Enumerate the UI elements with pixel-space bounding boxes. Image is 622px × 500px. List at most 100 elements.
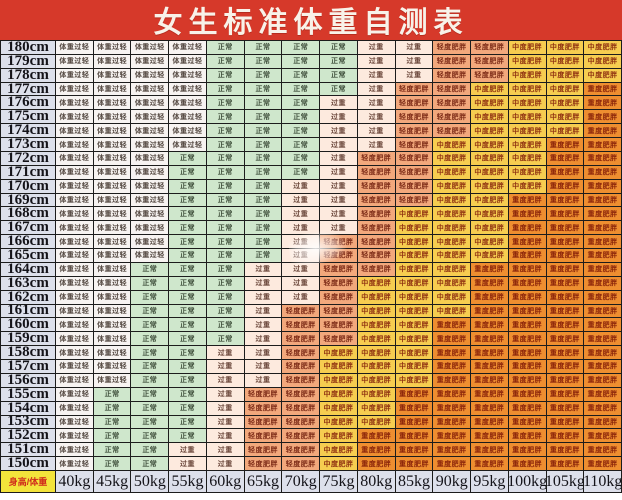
weight-cell: 重度肥胖 [546, 165, 585, 180]
weight-cell: 中度肥胖 [471, 82, 509, 97]
weight-cell: 轻度肥胖 [357, 235, 396, 250]
weight-cell: 过重 [320, 207, 358, 222]
weight-cell: 正常 [206, 276, 245, 291]
height-label: 175cm [1, 110, 56, 125]
weight-cell: 体重过轻 [93, 193, 132, 208]
weight-cell: 过重 [395, 41, 434, 55]
weight-cell: 体重过轻 [56, 443, 94, 458]
weight-cell: 重度肥胖 [546, 207, 585, 222]
weight-cell: 体重过轻 [56, 124, 94, 139]
weight-cell: 过重 [357, 68, 396, 83]
weight-cell: 轻度肥胖 [433, 96, 472, 111]
weight-cell: 过重 [395, 54, 434, 69]
weight-cell: 中度肥胖 [546, 110, 585, 125]
weight-label: 105kg [546, 471, 585, 493]
weight-cell: 过重 [206, 360, 245, 374]
weight-cell: 正常 [206, 138, 245, 152]
weight-cell: 轻度肥胖 [395, 151, 434, 166]
weight-cell: 正常 [206, 124, 245, 139]
weight-cell: 重度肥胖 [508, 429, 547, 444]
weight-cell: 重度肥胖 [508, 415, 547, 430]
weight-cell: 中度肥胖 [395, 276, 434, 291]
weight-cell: 过重 [244, 290, 283, 305]
weight-cell: 中度肥胖 [584, 54, 622, 69]
weight-cell: 中度肥胖 [357, 346, 396, 361]
weight-cell: 过重 [320, 138, 358, 152]
weight-cell: 重度肥胖 [584, 235, 622, 250]
weight-cell: 重度肥胖 [546, 290, 585, 305]
weight-cell: 正常 [131, 429, 170, 444]
height-label: 176cm [1, 96, 56, 111]
weight-cell: 轻度肥胖 [244, 387, 283, 402]
weight-cell: 重度肥胖 [546, 276, 585, 291]
weight-cell: 中度肥胖 [357, 276, 396, 291]
weight-cell: 轻度肥胖 [320, 249, 358, 263]
weight-cell: 重度肥胖 [584, 346, 622, 361]
weight-cell: 体重过轻 [93, 151, 132, 166]
weight-label: 95kg [471, 471, 509, 493]
weight-cell: 过重 [282, 221, 321, 236]
weight-cell: 轻度肥胖 [357, 249, 396, 263]
weight-cell: 正常 [169, 429, 207, 444]
weight-cell: 重度肥胖 [433, 457, 472, 471]
weight-cell: 重度肥胖 [584, 96, 622, 111]
weight-cell: 体重过轻 [56, 82, 94, 97]
weight-cell: 重度肥胖 [584, 82, 622, 97]
weight-cell: 重度肥胖 [433, 401, 472, 416]
weight-cell: 重度肥胖 [357, 443, 396, 458]
weight-cell: 体重过轻 [93, 332, 132, 347]
weight-cell: 过重 [282, 290, 321, 305]
weight-label: 40kg [56, 471, 94, 493]
weight-cell: 轻度肥胖 [244, 443, 283, 458]
weight-cell: 重度肥胖 [584, 401, 622, 416]
weight-cell: 中度肥胖 [433, 221, 472, 236]
weight-cell: 过重 [206, 346, 245, 361]
weight-cell: 正常 [206, 235, 245, 250]
height-label: 156cm [1, 373, 56, 388]
weight-cell: 正常 [206, 68, 245, 83]
weight-cell: 体重过轻 [56, 401, 94, 416]
weight-cell: 正常 [93, 443, 132, 458]
weight-cell: 体重过轻 [56, 373, 94, 388]
weight-cell: 正常 [131, 457, 170, 471]
weight-cell: 重度肥胖 [433, 387, 472, 402]
height-label: 163cm [1, 276, 56, 291]
weight-cell: 体重过轻 [93, 179, 132, 194]
weight-cell: 正常 [206, 41, 245, 55]
weight-cell: 过重 [357, 138, 396, 152]
weight-cell: 体重过轻 [169, 96, 207, 111]
weight-cell: 过重 [206, 415, 245, 430]
weight-cell: 过重 [282, 276, 321, 291]
weight-cell: 正常 [244, 151, 283, 166]
weight-cell: 体重过轻 [93, 68, 132, 83]
weight-cell: 重度肥胖 [395, 443, 434, 458]
weight-cell: 过重 [206, 387, 245, 402]
weight-cell: 重度肥胖 [584, 332, 622, 347]
weight-cell: 中度肥胖 [433, 165, 472, 180]
weight-cell: 重度肥胖 [584, 290, 622, 305]
weight-cell: 正常 [244, 96, 283, 111]
weight-cell: 轻度肥胖 [244, 429, 283, 444]
weight-cell: 体重过轻 [56, 415, 94, 430]
weight-cell: 中度肥胖 [508, 110, 547, 125]
weight-cell: 中度肥胖 [508, 82, 547, 97]
weight-cell: 中度肥胖 [584, 68, 622, 83]
weight-cell: 体重过轻 [93, 82, 132, 97]
weight-cell: 中度肥胖 [508, 68, 547, 83]
height-label: 173cm [1, 138, 56, 152]
weight-cell: 正常 [206, 82, 245, 97]
weight-cell: 过重 [282, 262, 321, 277]
height-label: 150cm [1, 457, 56, 471]
weight-cell: 中度肥胖 [508, 138, 547, 152]
weight-cell: 轻度肥胖 [320, 290, 358, 305]
weight-cell: 重度肥胖 [471, 332, 509, 347]
weight-cell: 重度肥胖 [471, 360, 509, 374]
weight-cell: 中度肥胖 [320, 373, 358, 388]
weight-cell: 重度肥胖 [546, 443, 585, 458]
weight-cell: 过重 [395, 68, 434, 83]
weight-cell: 正常 [131, 346, 170, 361]
weight-cell: 正常 [282, 82, 321, 97]
weight-cell: 重度肥胖 [584, 165, 622, 180]
weight-cell: 体重过轻 [131, 96, 170, 111]
weight-cell: 体重过轻 [169, 68, 207, 83]
